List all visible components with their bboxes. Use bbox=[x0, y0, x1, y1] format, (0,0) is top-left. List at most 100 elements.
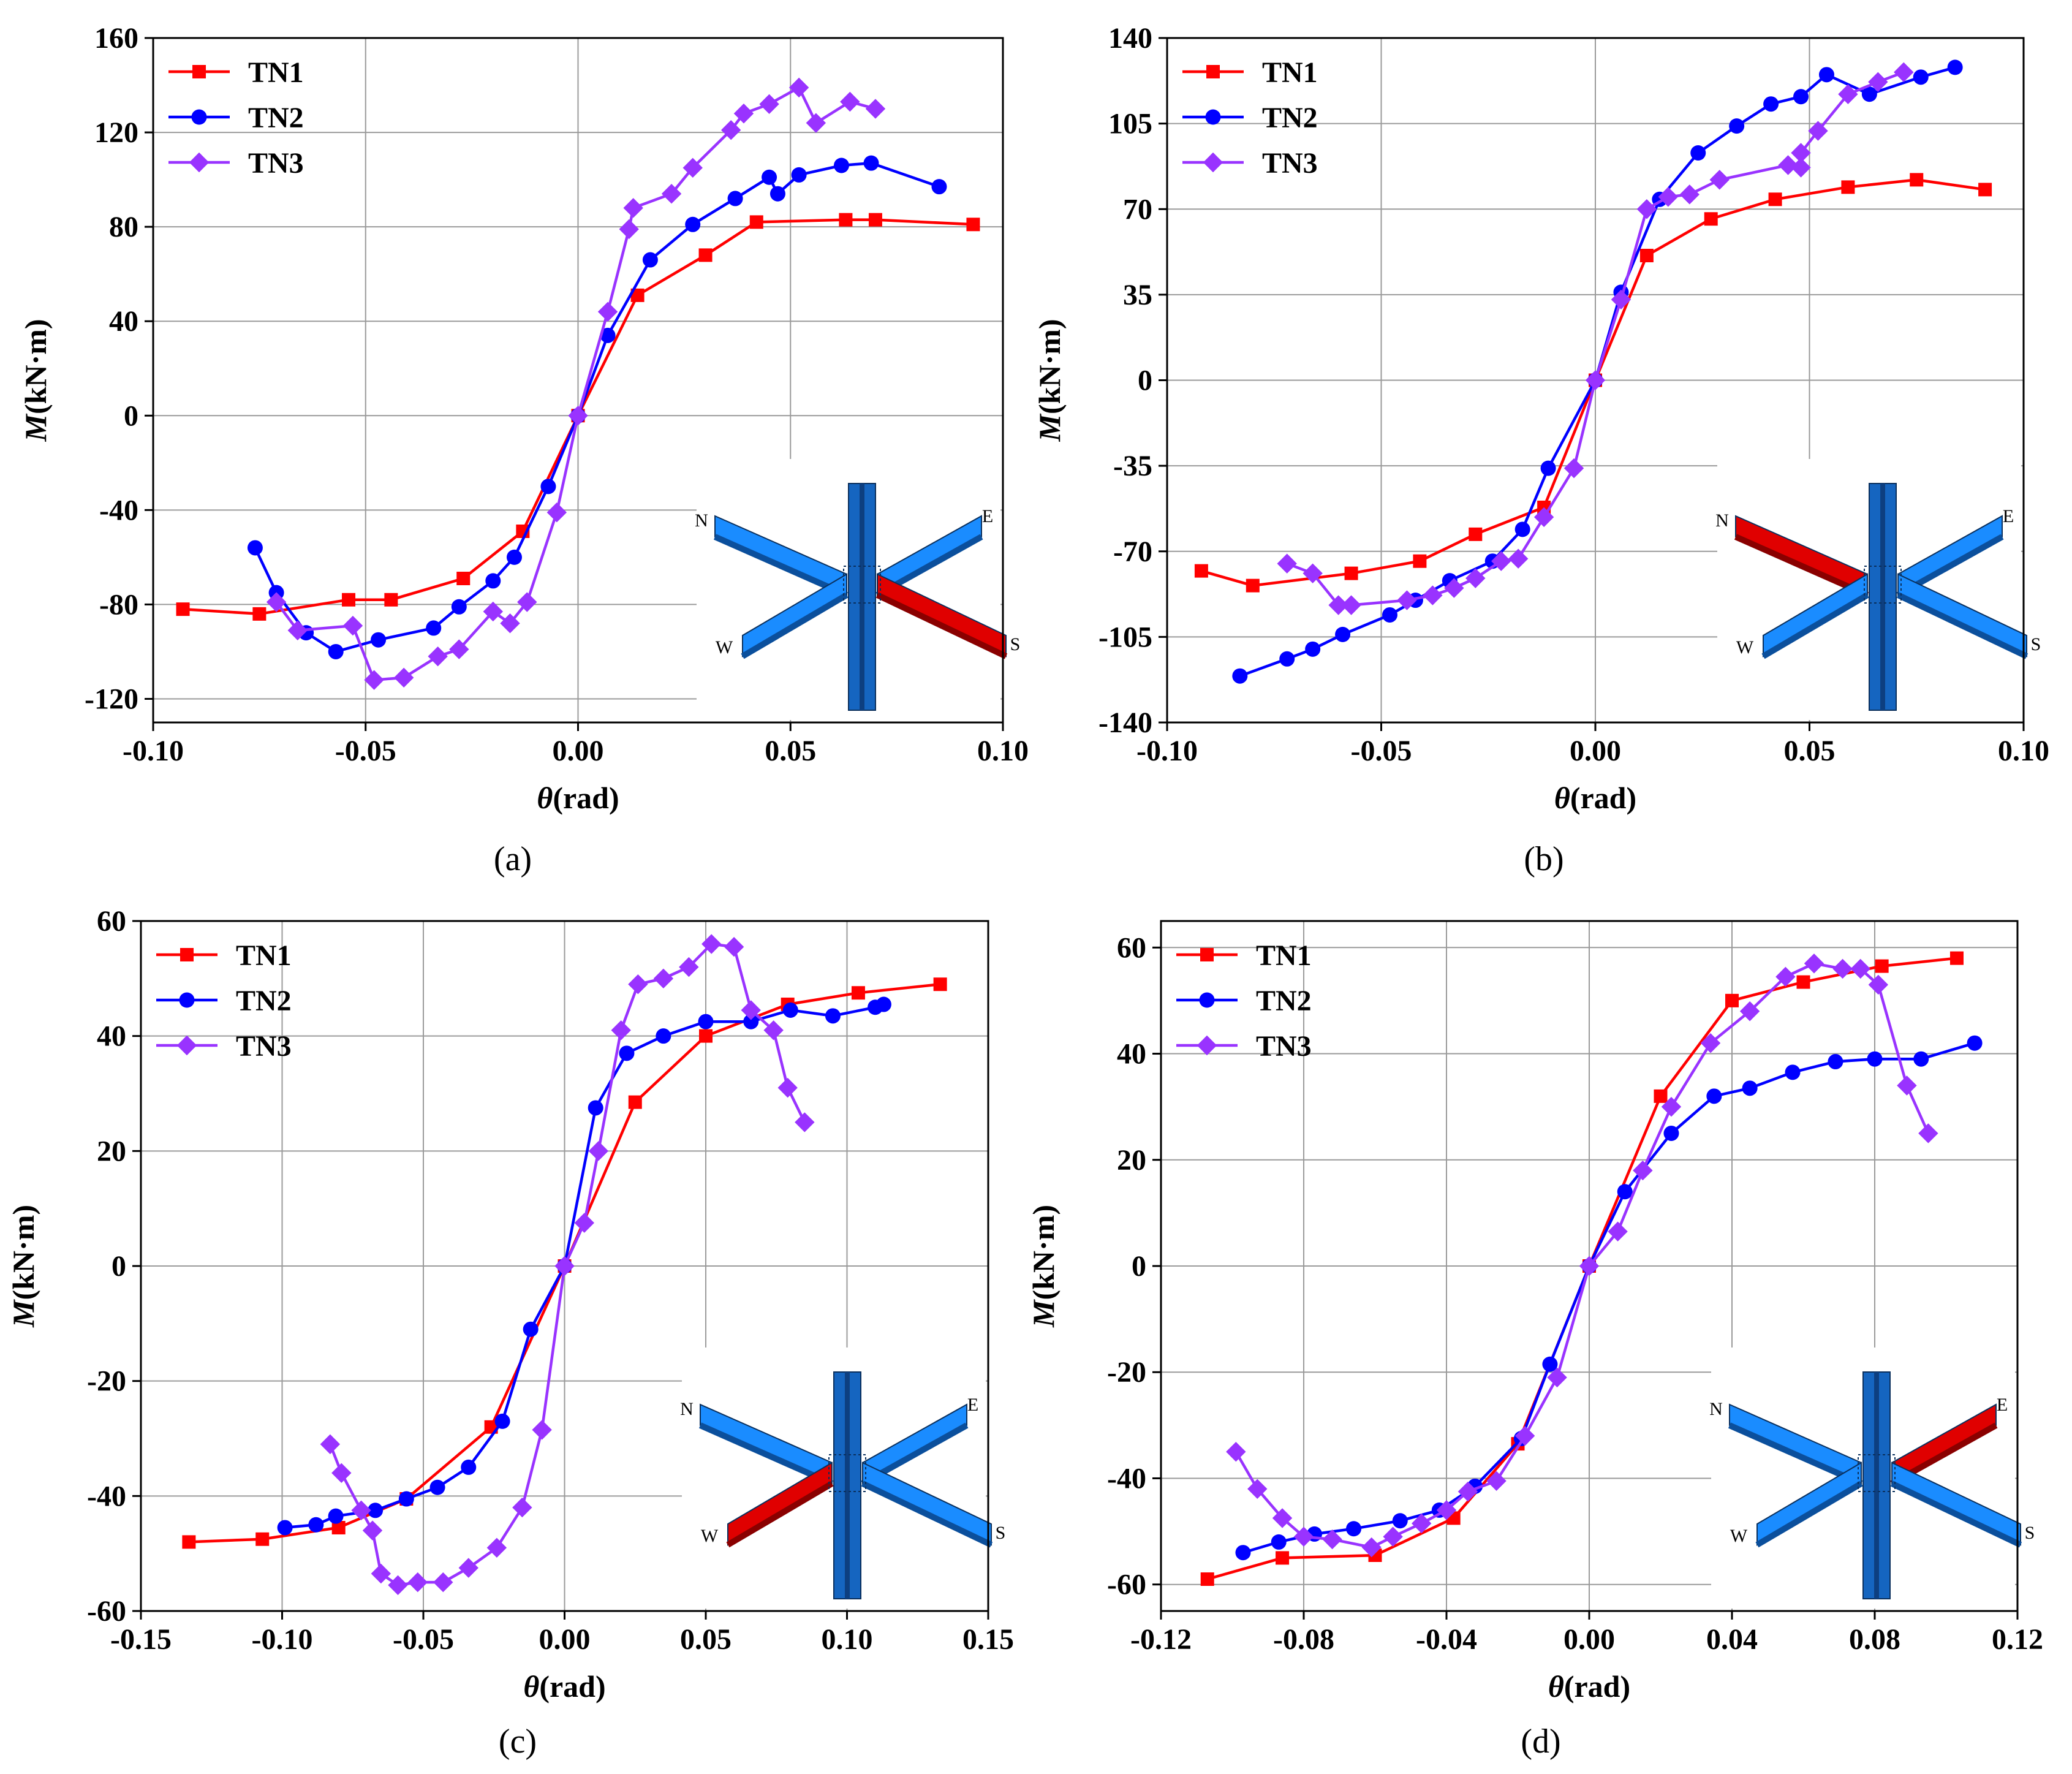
x-axis-unit: (rad) bbox=[1564, 1669, 1630, 1704]
y-tick-label: 105 bbox=[1108, 108, 1152, 140]
data-point bbox=[342, 593, 356, 607]
data-point bbox=[875, 996, 891, 1012]
legend-label-tn1: TN1 bbox=[1262, 56, 1318, 89]
data-point bbox=[791, 167, 807, 183]
inset-label-w: W bbox=[716, 637, 733, 658]
y-tick-label: 0 bbox=[1138, 365, 1152, 397]
y-tick-label: -40 bbox=[99, 494, 138, 526]
x-axis-title: θ(rad) bbox=[523, 1669, 605, 1704]
y-tick-label: -60 bbox=[87, 1595, 126, 1628]
data-point bbox=[1725, 993, 1739, 1007]
data-point bbox=[839, 213, 853, 227]
y-tick-label: 60 bbox=[1117, 931, 1146, 964]
data-point bbox=[1200, 1572, 1214, 1586]
x-tick-label: 0.10 bbox=[822, 1623, 873, 1656]
data-point bbox=[512, 1497, 532, 1518]
x-axis-unit: (rad) bbox=[553, 781, 619, 815]
data-point bbox=[1818, 67, 1834, 83]
data-point bbox=[1841, 180, 1855, 194]
data-point bbox=[182, 1535, 196, 1549]
data-point bbox=[546, 502, 567, 523]
data-point bbox=[1742, 1080, 1758, 1096]
series-tn3 bbox=[320, 934, 815, 1595]
data-point bbox=[1444, 578, 1464, 598]
data-point bbox=[1465, 568, 1486, 588]
data-point bbox=[656, 1028, 671, 1044]
inset-beam-flange bbox=[1734, 534, 1869, 598]
x-tick-label: -0.10 bbox=[1136, 735, 1198, 767]
y-axis-symbol: M bbox=[1026, 1299, 1061, 1328]
inset-column-web bbox=[1880, 483, 1885, 710]
inset-label-s: S bbox=[996, 1523, 1006, 1543]
data-point bbox=[351, 1500, 371, 1520]
y-axis-title: M(kN·m) bbox=[6, 1205, 40, 1328]
data-point bbox=[255, 1532, 270, 1546]
data-point bbox=[1633, 1160, 1653, 1181]
inset-beam-flange bbox=[1761, 592, 1869, 659]
data-point bbox=[384, 593, 398, 607]
y-tick-label: 35 bbox=[1123, 279, 1152, 311]
data-point bbox=[407, 1572, 428, 1593]
y-axis-symbol: M bbox=[6, 1299, 40, 1328]
legend-marker-tn2 bbox=[179, 992, 195, 1008]
data-point bbox=[176, 602, 190, 616]
inset-beam-flange bbox=[875, 592, 1008, 659]
inset-label-n: N bbox=[1715, 510, 1729, 531]
x-tick-label: -0.10 bbox=[123, 735, 184, 767]
data-point bbox=[1913, 69, 1929, 85]
inset-column-web bbox=[845, 1372, 850, 1599]
data-point bbox=[630, 288, 645, 302]
data-point bbox=[331, 1463, 352, 1483]
data-point bbox=[762, 169, 777, 185]
inset-beam-flange bbox=[726, 1480, 834, 1548]
data-point bbox=[1540, 460, 1556, 476]
data-point bbox=[1322, 1529, 1342, 1550]
y-axis-unit: (kN·m) bbox=[1032, 319, 1067, 414]
data-point bbox=[1661, 1096, 1682, 1117]
y-tick-label: -40 bbox=[87, 1480, 126, 1512]
inset-joint-core bbox=[843, 566, 881, 604]
inset-joint-core bbox=[1864, 566, 1902, 604]
y-tick-label: 20 bbox=[1117, 1144, 1146, 1177]
inset-label-s: S bbox=[2031, 634, 2041, 654]
data-point bbox=[1235, 1545, 1251, 1561]
data-point bbox=[1729, 118, 1745, 134]
data-point bbox=[426, 620, 442, 636]
inset-label-e: E bbox=[982, 506, 993, 526]
data-point bbox=[825, 1008, 841, 1024]
x-tick-label: 0.15 bbox=[962, 1623, 1014, 1656]
chart-panel-d: N E W S -0.12 -0.08 -0.04 0.00 0.04 0.08 0.12 -60 -4… bbox=[1026, 920, 2043, 1761]
legend-label-tn2: TN2 bbox=[1256, 985, 1312, 1017]
data-point bbox=[331, 1520, 346, 1534]
data-point bbox=[806, 113, 826, 133]
data-point bbox=[1458, 1481, 1478, 1502]
chart-panel-b: N E W S -0.10 -0.05 0.00 0.05 0.10 -140 -105 -70 -35… bbox=[1032, 22, 2049, 878]
data-point bbox=[1617, 1184, 1633, 1200]
data-point bbox=[1491, 551, 1511, 571]
panel-label: (b) bbox=[1524, 840, 1563, 878]
inset-label-e: E bbox=[967, 1395, 978, 1415]
inset-column-web bbox=[1874, 1372, 1879, 1599]
data-point bbox=[532, 1420, 552, 1440]
data-point bbox=[1850, 958, 1870, 979]
data-point bbox=[483, 601, 503, 622]
data-point bbox=[724, 937, 744, 957]
inset-beam-flange bbox=[861, 1480, 993, 1548]
data-point bbox=[1361, 1537, 1382, 1558]
data-point bbox=[1690, 145, 1706, 161]
legend-marker-tn2 bbox=[1205, 109, 1221, 125]
data-point bbox=[933, 977, 947, 991]
legend: TN1 TN2 TN3 bbox=[1176, 939, 1312, 1063]
joint-inset: N E W S bbox=[1709, 1348, 2035, 1609]
data-point bbox=[1392, 1513, 1408, 1529]
data-point bbox=[1585, 370, 1606, 390]
data-point bbox=[1804, 953, 1824, 974]
data-point bbox=[1897, 1075, 1917, 1096]
data-point bbox=[554, 1256, 575, 1276]
x-tick-label: -0.15 bbox=[110, 1623, 172, 1656]
data-point bbox=[623, 198, 643, 218]
data-point bbox=[320, 1434, 341, 1455]
data-point bbox=[540, 479, 556, 495]
data-point bbox=[523, 1321, 539, 1337]
y-tick-label: -120 bbox=[85, 683, 138, 715]
